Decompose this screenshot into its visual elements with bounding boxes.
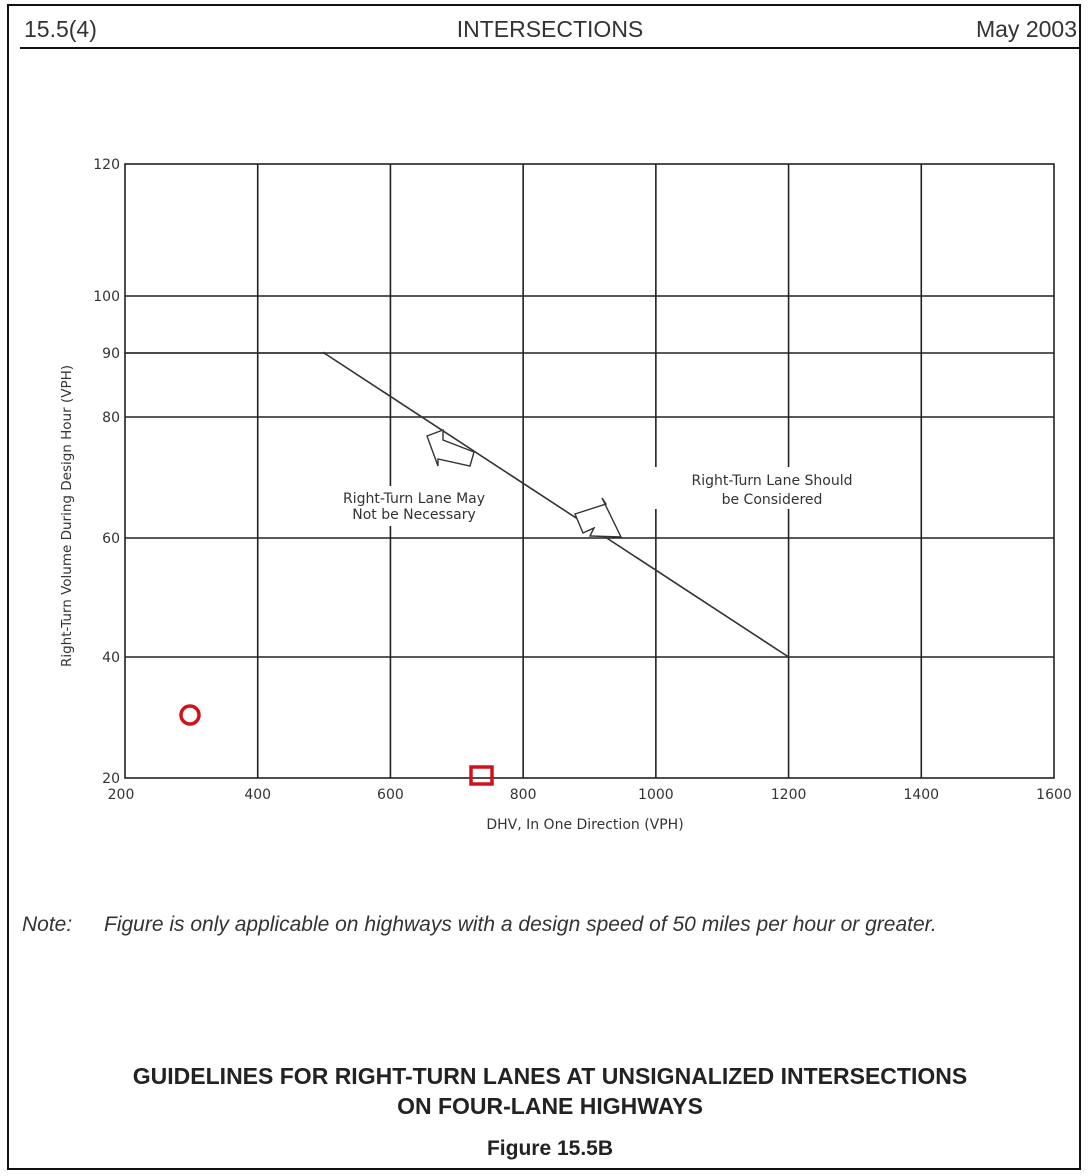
x-tick-label: 1600 [1036,787,1072,803]
right-turn-lane-chart: 200 400 600 800 1000 1200 1400 1600 20 40 60 80 90 10… [59,157,1072,833]
annotation-below-line1: Right-Turn Lane May [343,491,485,507]
header-rule [20,47,1081,49]
arrow-left-icon [426,428,475,467]
annotation-above-line2: be Considered [722,492,823,508]
plot-frame [124,163,1055,779]
y-tick-label: 20 [102,771,120,787]
chart-series [123,351,790,659]
threshold-point [123,351,127,355]
x-tick-label: 1000 [638,787,674,803]
threshold-point [322,351,326,355]
red-circle-marker [179,704,201,726]
note-text: Figure is only applicable on highways wi… [104,913,937,936]
section-title: INTERSECTIONS [456,16,644,42]
annotation-above-line1: Right-Turn Lane Should [691,473,852,489]
page-frame [7,4,1081,1170]
x-tick-label: 1400 [903,787,939,803]
caption-line-2: ON FOUR-LANE HIGHWAYS [397,1093,703,1119]
annotation-bg-above [655,467,890,509]
y-tick-label: 60 [102,531,120,547]
figure-number: Figure 15.5B [486,1137,614,1160]
note-label: Note: [22,913,73,936]
x-tick-label: 200 [108,787,135,803]
y-tick-label: 120 [93,157,120,173]
x-tick-label: 400 [244,787,271,803]
threshold-point [787,655,790,659]
caption-line-1: GUIDELINES FOR RIGHT-TURN LANES AT UNSIG… [132,1063,968,1089]
x-tick-label: 1200 [771,787,807,803]
chart-ticks: 200 400 600 800 1000 1200 1400 1600 20 40 60 80 90 10… [93,157,1072,803]
y-tick-label: 80 [102,410,120,426]
revision-date: May 2003 [975,16,1077,42]
chart-grid [124,163,1055,779]
x-axis-label: DHV, In One Direction (VPH) [486,817,683,833]
arrow-right-icon [574,497,623,538]
y-axis-label: Right-Turn Volume During Design Hour (VP… [59,365,75,667]
y-tick-label: 40 [102,650,120,666]
annotation-below-line2: Not be Necessary [352,507,476,523]
y-tick-label: 100 [93,289,120,305]
y-tick-label: 90 [102,346,120,362]
red-square-marker [469,765,494,786]
x-tick-label: 600 [377,787,404,803]
annotation-bg-below [301,486,521,526]
section-number: 15.5(4) [24,16,97,42]
x-tick-label: 800 [510,787,537,803]
